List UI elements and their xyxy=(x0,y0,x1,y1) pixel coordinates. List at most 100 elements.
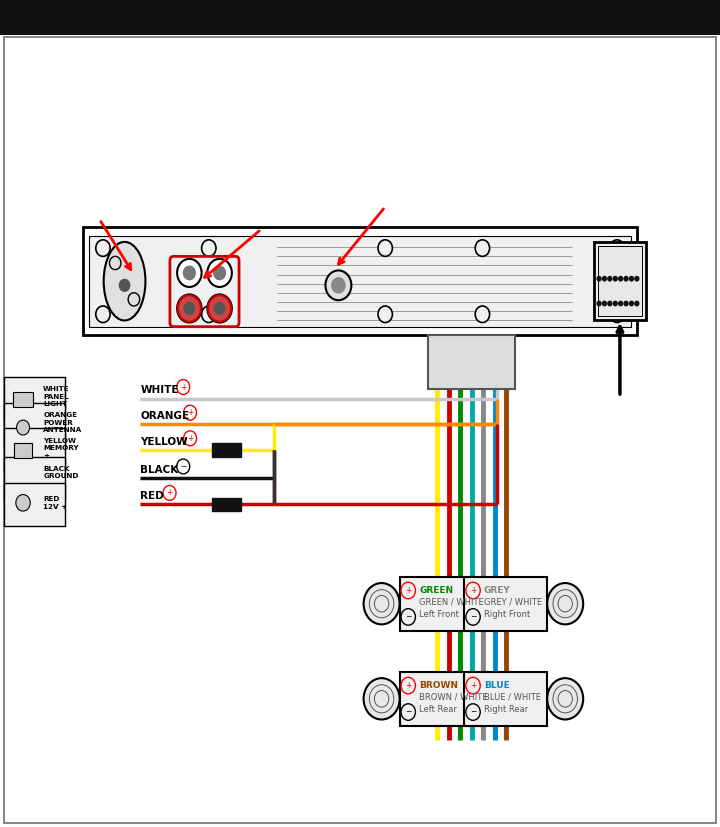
Circle shape xyxy=(16,495,30,511)
Circle shape xyxy=(332,278,345,293)
Circle shape xyxy=(610,240,624,256)
FancyBboxPatch shape xyxy=(464,672,547,726)
Text: Left Front: Left Front xyxy=(419,610,459,619)
Circle shape xyxy=(630,302,634,306)
Text: Left Rear: Left Rear xyxy=(419,705,457,714)
Text: YELLOW: YELLOW xyxy=(140,437,188,447)
Circle shape xyxy=(214,302,225,315)
Circle shape xyxy=(17,420,30,435)
FancyBboxPatch shape xyxy=(400,577,482,630)
Circle shape xyxy=(619,302,622,306)
Circle shape xyxy=(475,240,490,256)
Circle shape xyxy=(202,240,216,256)
Text: Right Front: Right Front xyxy=(484,610,530,619)
Circle shape xyxy=(214,266,225,280)
Text: +: + xyxy=(470,681,476,690)
Circle shape xyxy=(207,259,232,287)
Circle shape xyxy=(215,303,225,314)
Circle shape xyxy=(378,306,392,323)
FancyBboxPatch shape xyxy=(89,236,631,327)
Text: −: − xyxy=(180,462,186,471)
Circle shape xyxy=(96,306,110,323)
Text: BROWN: BROWN xyxy=(419,681,458,690)
FancyBboxPatch shape xyxy=(400,672,482,726)
Circle shape xyxy=(364,583,400,624)
Circle shape xyxy=(547,583,583,624)
Circle shape xyxy=(325,270,351,300)
Circle shape xyxy=(635,302,639,306)
Circle shape xyxy=(630,276,634,281)
Circle shape xyxy=(202,306,216,323)
FancyBboxPatch shape xyxy=(594,242,646,320)
Circle shape xyxy=(184,266,195,280)
Text: +: + xyxy=(405,586,411,595)
Text: +: + xyxy=(180,383,186,391)
Text: ORANGE: ORANGE xyxy=(140,411,189,421)
Circle shape xyxy=(610,306,624,323)
Text: −: − xyxy=(405,708,411,716)
FancyBboxPatch shape xyxy=(14,443,32,458)
Text: RED
12V +: RED 12V + xyxy=(43,496,68,509)
Circle shape xyxy=(635,276,639,281)
Circle shape xyxy=(184,302,195,315)
Text: GREY: GREY xyxy=(484,586,510,595)
Text: GREEN / WHITE: GREEN / WHITE xyxy=(419,598,484,606)
Circle shape xyxy=(619,276,622,281)
Circle shape xyxy=(608,302,612,306)
Circle shape xyxy=(613,302,617,306)
FancyBboxPatch shape xyxy=(4,457,65,500)
Text: ORANGE
POWER
ANTENNA: ORANGE POWER ANTENNA xyxy=(43,412,83,433)
FancyBboxPatch shape xyxy=(4,403,65,446)
Circle shape xyxy=(598,276,600,281)
Text: BLUE / WHITE: BLUE / WHITE xyxy=(484,693,541,701)
Text: WHITE: WHITE xyxy=(140,385,179,395)
Text: BLACK
GROUND
-: BLACK GROUND - xyxy=(43,466,78,487)
Text: +: + xyxy=(470,586,476,595)
FancyBboxPatch shape xyxy=(464,577,547,630)
FancyBboxPatch shape xyxy=(4,428,65,471)
Circle shape xyxy=(603,302,606,306)
Circle shape xyxy=(624,276,628,281)
Text: GREY / WHITE: GREY / WHITE xyxy=(484,598,542,606)
Circle shape xyxy=(128,293,140,306)
Circle shape xyxy=(177,294,202,323)
Text: BROWN / WHITE: BROWN / WHITE xyxy=(419,693,487,701)
Circle shape xyxy=(109,256,121,270)
Text: +: + xyxy=(166,489,173,497)
Text: GREEN: GREEN xyxy=(419,586,453,595)
Circle shape xyxy=(603,276,606,281)
Text: −: − xyxy=(405,613,411,621)
Text: +: + xyxy=(187,409,193,417)
Text: −: − xyxy=(470,613,476,621)
Circle shape xyxy=(613,276,617,281)
FancyBboxPatch shape xyxy=(4,483,65,526)
Text: RED: RED xyxy=(140,491,164,501)
Circle shape xyxy=(177,259,202,287)
FancyBboxPatch shape xyxy=(13,392,33,407)
FancyBboxPatch shape xyxy=(4,377,65,420)
Ellipse shape xyxy=(104,242,145,321)
Circle shape xyxy=(624,302,628,306)
Circle shape xyxy=(598,302,600,306)
Circle shape xyxy=(475,306,490,323)
Circle shape xyxy=(378,240,392,256)
FancyBboxPatch shape xyxy=(212,498,241,511)
Circle shape xyxy=(608,276,612,281)
Circle shape xyxy=(184,303,194,314)
Circle shape xyxy=(120,280,130,291)
Circle shape xyxy=(364,678,400,719)
Text: YELLOW
MEMORY
+: YELLOW MEMORY + xyxy=(43,437,78,459)
Text: WHITE
PANEL
LIGHT: WHITE PANEL LIGHT xyxy=(43,386,70,408)
Circle shape xyxy=(208,295,231,322)
Circle shape xyxy=(178,295,201,322)
FancyBboxPatch shape xyxy=(83,227,637,335)
FancyBboxPatch shape xyxy=(598,246,642,316)
Text: +: + xyxy=(405,681,411,690)
Text: +: + xyxy=(187,434,193,442)
Circle shape xyxy=(207,294,232,323)
Circle shape xyxy=(96,240,110,256)
Text: −: − xyxy=(470,708,476,716)
FancyBboxPatch shape xyxy=(428,335,515,389)
Circle shape xyxy=(547,678,583,719)
Text: BLACK: BLACK xyxy=(140,465,179,475)
